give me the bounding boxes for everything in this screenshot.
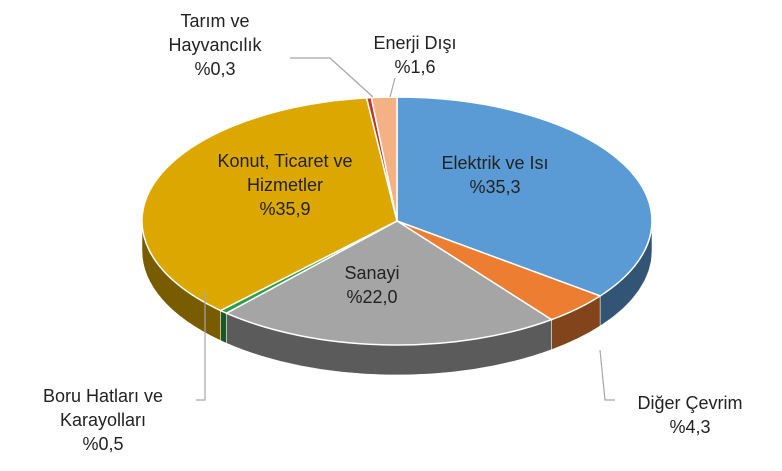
label-value: %1,6 <box>394 57 436 77</box>
leader-line <box>599 349 615 401</box>
data-label: Sanayi %22,0 <box>292 261 452 309</box>
data-label: Boru Hatları ve Karayolları %0,5 <box>8 384 198 456</box>
label-value: %22,0 <box>346 287 398 307</box>
slice <box>370 96 398 222</box>
label-value: %0,5 <box>82 434 124 454</box>
slice <box>396 96 653 297</box>
leader-line <box>290 57 374 98</box>
label-name: Boru Hatları ve Karayolları <box>42 386 164 430</box>
label-value: %35,9 <box>259 199 311 219</box>
data-label: Konut, Ticaret ve Hizmetler %35,9 <box>195 149 375 221</box>
slice-side <box>220 310 227 344</box>
label-value: %35,3 <box>469 177 521 197</box>
data-label: Diğer Çevrim %4,3 <box>610 391 770 439</box>
slice <box>224 220 554 346</box>
leader-line <box>196 292 206 401</box>
data-label: Tarım ve Hayvancılık %0,3 <box>140 9 290 81</box>
label-name: Konut, Ticaret ve Hizmetler <box>217 151 353 195</box>
slice <box>141 97 398 312</box>
label-value: %4,3 <box>669 417 711 437</box>
data-label: Enerji Dışı %1,6 <box>340 31 490 79</box>
label-name: Tarım ve Hayvancılık <box>168 11 262 55</box>
label-name: Sanayi <box>344 263 400 283</box>
label-value: %0,3 <box>194 59 236 79</box>
label-name: Elektrik ve Isı <box>441 153 549 173</box>
leader-line <box>389 77 396 98</box>
data-label: Elektrik ve Isı %35,3 <box>395 151 595 199</box>
label-name: Diğer Çevrim <box>637 393 743 413</box>
label-name: Enerji Dışı <box>373 33 457 53</box>
